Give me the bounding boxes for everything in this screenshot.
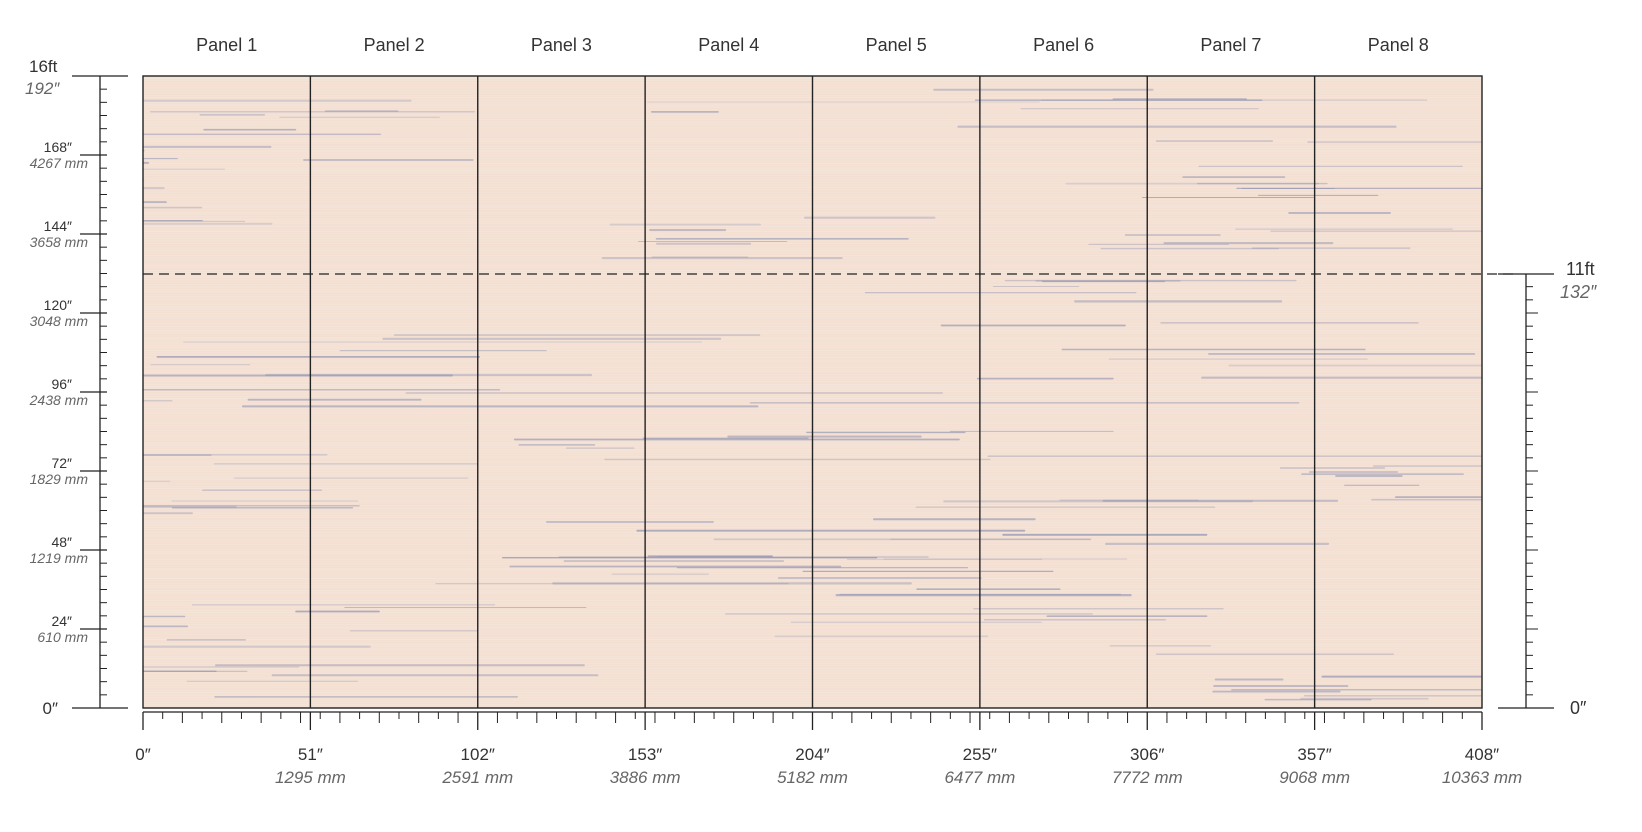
scale-inch-label: 102″ — [461, 745, 495, 764]
scale-mm-label: 3886 mm — [610, 768, 681, 787]
left-scale-bottom-label: 0″ — [43, 699, 58, 718]
panel-label: Panel 2 — [364, 35, 425, 55]
scale-mm-label: 4267 mm — [30, 155, 89, 171]
scale-mm-label: 2438 mm — [29, 392, 89, 408]
scale-inch-label: 120″ — [44, 297, 72, 313]
panel-label: Panel 1 — [196, 35, 257, 55]
scale-mm-label: 1829 mm — [30, 471, 89, 487]
scale-inch-label: 48″ — [51, 534, 72, 550]
scale-inch-label: 96″ — [51, 376, 72, 392]
panel-label: Panel 3 — [531, 35, 592, 55]
scale-inch-label: 144″ — [44, 218, 72, 234]
scale-mm-label: 2591 mm — [441, 768, 513, 787]
panel-label: Panel 7 — [1200, 35, 1261, 55]
scale-mm-label: 3048 mm — [30, 313, 89, 329]
scale-inch-label: 255″ — [963, 745, 997, 764]
scale-mm-label: 3658 mm — [30, 234, 89, 250]
left-scale: 16ft 192″ 0″ 168″4267 mm 144″3658 mm 120″3… — [25, 57, 128, 718]
bottom-major-ticks: 0″ 51″ 1295 mm 102″ 2591 mm 153″ 3886 mm 204″ 51… — [135, 712, 1522, 787]
panel-label: Panel 6 — [1033, 35, 1094, 55]
left-scale-top-sub: 192″ — [25, 79, 60, 98]
scale-mm-label: 7772 mm — [1112, 768, 1183, 787]
panel-label: Panel 4 — [698, 35, 759, 55]
scale-inch-label: 408″ — [1465, 745, 1499, 764]
right-scale-bottom-label: 0″ — [1570, 698, 1587, 718]
scale-inch-label: 24″ — [51, 613, 72, 629]
panel-label: Panel 5 — [866, 35, 927, 55]
scale-inch-label: 357″ — [1297, 745, 1331, 764]
left-minor-ticks — [100, 88, 107, 696]
scale-mm-label: 610 mm — [37, 629, 88, 645]
left-major-ticks: 168″4267 mm 144″3658 mm 120″3048 mm 96″2438… — [29, 139, 107, 645]
scale-inch-label: 168″ — [44, 139, 72, 155]
scale-inch-label: 51″ — [298, 745, 323, 764]
panel-labels: Panel 1 Panel 2 Panel 3 Panel 4 Panel 5 Panel… — [196, 35, 1429, 55]
scale-inch-label: 153″ — [628, 745, 662, 764]
scale-mm-label: 9068 mm — [1279, 768, 1350, 787]
right-minor-ticks — [1526, 286, 1538, 696]
bottom-scale: 0″ 51″ 1295 mm 102″ 2591 mm 153″ 3886 mm 204″ 51… — [135, 711, 1522, 787]
scale-mm-label: 10363 mm — [1442, 768, 1522, 787]
scale-inch-label: 306″ — [1130, 745, 1164, 764]
scale-mm-label: 5182 mm — [777, 768, 848, 787]
scale-inch-label: 72″ — [51, 455, 72, 471]
scale-inch-label: 0″ — [135, 745, 150, 764]
scale-inch-label: 204″ — [795, 745, 829, 764]
bottom-minor-ticks — [162, 712, 1463, 723]
panel-label: Panel 8 — [1368, 35, 1429, 55]
panel-dividers — [309, 76, 1316, 708]
scale-mm-label: 1295 mm — [275, 768, 346, 787]
scale-mm-label: 6477 mm — [944, 768, 1015, 787]
scale-mm-label: 1219 mm — [30, 550, 89, 566]
right-scale-top-sub: 132″ — [1560, 282, 1597, 302]
right-scale: 11ft 132″ 0″ — [1498, 259, 1597, 718]
right-scale-top-label: 11ft — [1566, 259, 1595, 279]
left-scale-top-label: 16ft — [29, 57, 58, 76]
